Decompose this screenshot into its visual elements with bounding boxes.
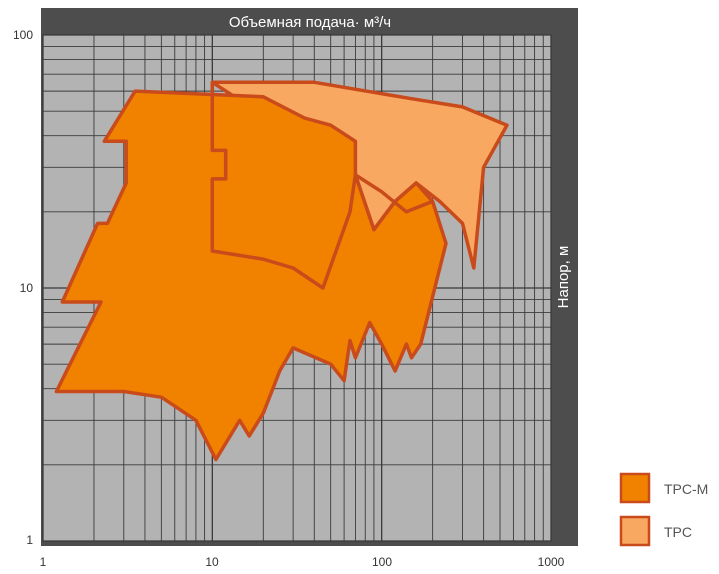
y-axis-title: Напор, м — [555, 246, 572, 309]
inner-boundary-line — [354, 173, 434, 214]
legend-swatch-tpc — [619, 515, 651, 547]
x-tick-label-1000: 1000 — [538, 555, 565, 569]
x-tick-label-1: 1 — [40, 555, 47, 569]
series-area-tpc-m — [54, 89, 448, 462]
legend-item-tpc-m: TPC-M — [619, 472, 708, 504]
x-tick-label-100: 100 — [372, 555, 392, 569]
y-tick-label-1: 1 — [26, 533, 33, 547]
x-axis-title: Объемная подача· м³/ч — [229, 14, 391, 31]
inner-boundary-lines — [210, 82, 434, 290]
legend: TPC-M TPC — [619, 472, 708, 547]
y-tick-label-100: 100 — [13, 28, 33, 42]
series-layer — [54, 80, 509, 462]
y-tick-label-10: 10 — [20, 281, 34, 295]
inner-boundary-line — [210, 82, 358, 290]
legend-label-tpc-m: TPC-M — [664, 481, 708, 497]
legend-item-tpc: TPC — [619, 515, 692, 547]
x-tick-label-10: 10 — [205, 555, 219, 569]
legend-swatch-tpc-m — [619, 472, 651, 504]
legend-label-tpc: TPC — [664, 524, 692, 540]
